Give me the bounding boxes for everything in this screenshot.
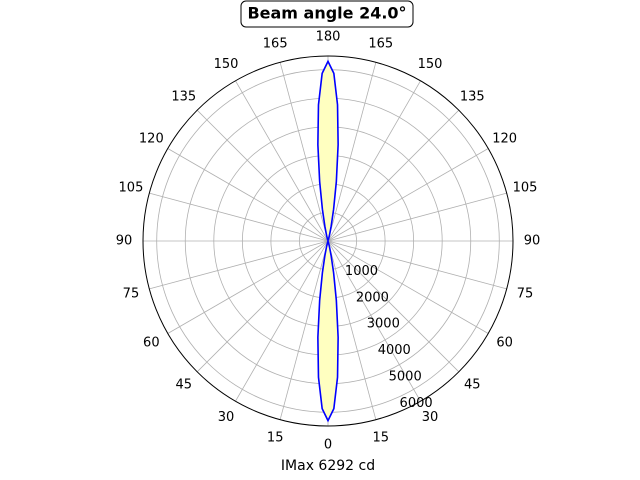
series-fill — [317, 241, 339, 421]
theta-tick-label: 180 — [316, 30, 341, 45]
x-axis-label: IMax 6292 cd — [281, 458, 375, 474]
grid-spoke — [196, 109, 329, 242]
grid-spoke — [327, 240, 489, 334]
theta-tick-label: 120 — [139, 132, 164, 147]
grid-spoke — [327, 109, 460, 242]
r-tick-label: 3000 — [367, 317, 400, 332]
r-tick-label: 2000 — [356, 290, 389, 305]
theta-tick-label: 105 — [119, 181, 144, 196]
grid-spoke — [235, 80, 329, 242]
r-tick-label: 1000 — [345, 264, 378, 279]
grid-spoke — [327, 240, 507, 290]
theta-tick-label: 15 — [267, 431, 284, 446]
series-line — [317, 59, 339, 242]
grid-spoke — [327, 240, 421, 402]
theta-tick-label: 30 — [422, 410, 439, 425]
grid-spoke — [327, 240, 377, 420]
grid-spoke — [327, 192, 507, 242]
theta-tick-label: 135 — [171, 89, 196, 104]
grid-spoke — [327, 62, 377, 242]
theta-tick-label: 45 — [175, 378, 192, 393]
grid-spoke — [279, 240, 329, 420]
theta-tick-label: 165 — [368, 36, 393, 51]
chart-title: Beam angle 24.0° — [247, 4, 406, 23]
grid-spoke — [149, 240, 329, 290]
grid-spoke — [327, 80, 421, 242]
theta-tick-label: 45 — [464, 378, 481, 393]
theta-tick-label: 90 — [116, 234, 133, 249]
grid-spoke — [327, 148, 489, 242]
grid-spoke — [196, 240, 329, 373]
series-fill — [317, 61, 339, 241]
grid-spoke — [235, 240, 329, 402]
grid-spoke — [327, 240, 460, 373]
grid-spoke — [167, 240, 329, 334]
title-box — [240, 0, 414, 28]
r-tick-label: 4000 — [378, 343, 411, 358]
theta-tick-label: 105 — [513, 181, 538, 196]
theta-tick-label: 75 — [123, 286, 140, 301]
series-line — [317, 240, 339, 423]
polar-frame — [142, 55, 514, 427]
theta-tick-label: 60 — [496, 336, 513, 351]
r-tick-label: 6000 — [400, 396, 433, 411]
theta-tick-label: 90 — [524, 234, 541, 249]
grid-spoke — [279, 62, 329, 242]
grid-spoke — [167, 148, 329, 242]
theta-tick-label: 165 — [263, 36, 288, 51]
theta-tick-label: 150 — [418, 57, 443, 72]
r-tick-label: 5000 — [389, 369, 422, 384]
theta-tick-label: 120 — [492, 132, 517, 147]
theta-tick-label: 150 — [214, 57, 239, 72]
theta-tick-label: 60 — [143, 336, 160, 351]
theta-tick-label: 30 — [218, 410, 235, 425]
theta-tick-label: 15 — [373, 431, 390, 446]
theta-tick-label: 135 — [460, 89, 485, 104]
theta-tick-label: 0 — [324, 438, 332, 453]
theta-tick-label: 75 — [517, 286, 534, 301]
grid-spoke — [149, 192, 329, 242]
